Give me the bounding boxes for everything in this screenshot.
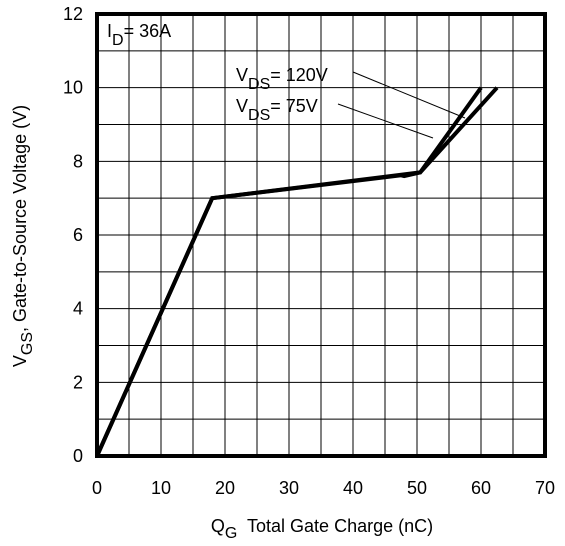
x-tick-label: 60 [471, 478, 491, 498]
grid [97, 14, 545, 456]
series-label-vds-75v: VDS= 75V [236, 96, 318, 124]
series-label-vds-120v: VDS= 120V [236, 65, 328, 93]
y-tick-label: 4 [73, 299, 83, 319]
x-tick-label: 20 [215, 478, 235, 498]
x-tick-labels: 0 10 20 30 40 50 60 70 [92, 478, 555, 498]
x-tick-label: 10 [151, 478, 171, 498]
y-tick-label: 0 [73, 446, 83, 466]
x-tick-label: 0 [92, 478, 102, 498]
x-tick-label: 50 [407, 478, 427, 498]
y-tick-labels: 0 2 4 6 8 10 12 [63, 4, 83, 466]
series-line-1 [95, 86, 499, 457]
x-axis-label: QG Total Gate Charge (nC) [211, 516, 433, 542]
x-tick-label: 30 [279, 478, 299, 498]
y-tick-label: 8 [73, 151, 83, 171]
legend-leader-lines [337, 71, 466, 139]
y-tick-label: 10 [63, 78, 83, 98]
x-tick-label: 40 [343, 478, 363, 498]
leader-line-120v [352, 71, 466, 119]
condition-label: ID= 36A [107, 21, 171, 49]
y-tick-label: 12 [63, 4, 83, 24]
y-tick-label: 2 [73, 372, 83, 392]
series-lines [95, 86, 499, 457]
leader-line-75v [337, 103, 434, 139]
y-tick-label: 6 [73, 225, 83, 245]
y-axis-label: VGS, Gate-to-Source Voltage (V) [10, 105, 36, 367]
x-tick-label: 70 [535, 478, 555, 498]
plot-frame [95, 12, 547, 458]
